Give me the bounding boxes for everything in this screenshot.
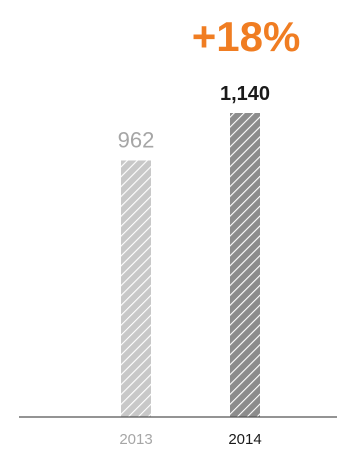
value-label-2013: 962 <box>118 127 155 152</box>
bar-2014 <box>230 113 260 417</box>
category-label-2013: 2013 <box>119 431 152 448</box>
bar-2013 <box>121 160 151 417</box>
growth-annotation: +18% <box>192 13 301 60</box>
category-label-2014: 2014 <box>228 431 261 448</box>
value-label-2014: 1,140 <box>220 83 270 105</box>
